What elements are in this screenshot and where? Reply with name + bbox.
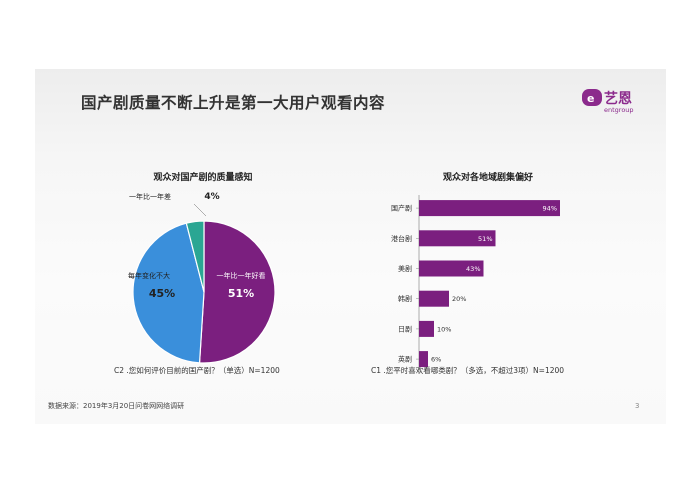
bar xyxy=(419,260,484,277)
bar xyxy=(419,200,560,217)
data-source: 数据来源：2019年3月20日问卷网网络调研 xyxy=(48,402,185,410)
bar-category-label: 英剧 xyxy=(398,355,412,364)
bar xyxy=(419,290,449,307)
bar-value-label: 6% xyxy=(431,356,441,364)
page-number: 3 xyxy=(635,402,640,410)
pie-slice-label: 一年比一年差 xyxy=(129,192,171,201)
pie-slice-label: 每年变化不大 xyxy=(128,271,170,280)
pie-slice-value: 4% xyxy=(204,192,219,202)
pie-slice xyxy=(132,222,205,364)
pie-leader-line xyxy=(193,203,207,217)
pie-slice-value: 51% xyxy=(228,287,254,300)
pie-chart-title: 观众对国产剧的质量感知 xyxy=(153,173,253,183)
bar xyxy=(419,320,434,337)
pie-chart: 一年比一年好看 51% 每年变化不大 45% 一年比一年差 4% xyxy=(128,192,276,364)
logo-text: 艺恩 xyxy=(604,90,632,107)
slide-title: 国产剧质量不断上升是第一大用户观看内容 xyxy=(81,94,386,112)
pie-slice-value: 45% xyxy=(149,287,175,300)
pie-slice xyxy=(198,220,276,364)
svg-text:e: e xyxy=(587,92,594,105)
bar-value-label: 20% xyxy=(452,295,466,303)
bar-value-label: 51% xyxy=(478,235,492,243)
bar-question: C1 .您平时喜欢看哪类剧？（多选，不超过3项）N=1200 xyxy=(371,366,565,375)
bar-category-label: 美剧 xyxy=(398,264,412,273)
bar-chart: 国产剧 94% 港台剧 51% 美剧 43% 韩剧 20% 日剧 10% 英剧 6% xyxy=(391,195,560,373)
bar xyxy=(419,351,428,368)
pie-slice xyxy=(185,220,205,293)
pie-slice-label: 一年比一年好看 xyxy=(217,271,266,280)
bar-category-label: 国产剧 xyxy=(391,204,412,213)
bar-value-label: 10% xyxy=(437,325,451,333)
bar-category-label: 日剧 xyxy=(398,324,412,333)
bar-chart-title: 观众对各地域剧集偏好 xyxy=(442,173,534,183)
bar-category-label: 韩剧 xyxy=(398,294,412,303)
bar xyxy=(419,230,496,247)
bar-value-label: 94% xyxy=(543,205,557,213)
bar-category-label: 港台剧 xyxy=(391,234,412,243)
slide: 国产剧质量不断上升是第一大用户观看内容 e 艺恩 entgroup 观众对国产剧… xyxy=(35,69,666,424)
logo-subtext: entgroup xyxy=(604,106,634,114)
entgroup-logo: e 艺恩 entgroup xyxy=(582,89,634,114)
pie-question: C2 .您如何评价目前的国产剧？（单选）N=1200 xyxy=(114,366,280,375)
bar-value-label: 43% xyxy=(466,265,480,273)
